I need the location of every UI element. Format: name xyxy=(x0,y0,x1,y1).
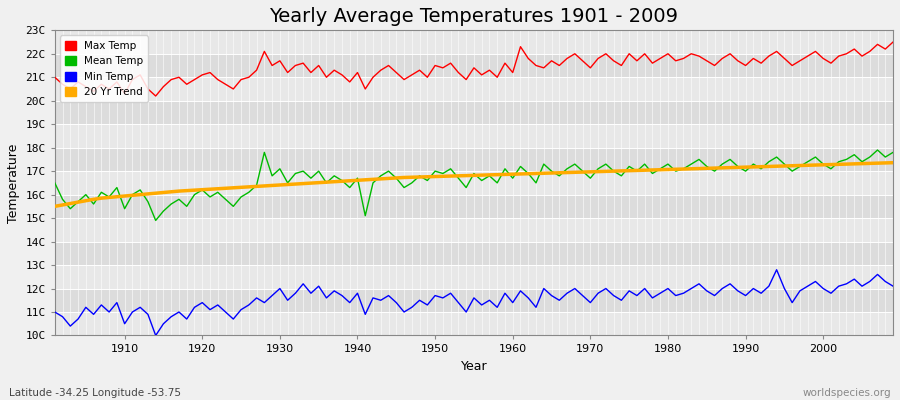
Bar xyxy=(55,218,893,242)
Bar xyxy=(55,288,893,312)
Bar xyxy=(55,77,893,101)
Bar xyxy=(55,312,893,336)
Bar xyxy=(55,265,893,288)
Y-axis label: Temperature: Temperature xyxy=(7,143,20,222)
Legend: Max Temp, Mean Temp, Min Temp, 20 Yr Trend: Max Temp, Mean Temp, Min Temp, 20 Yr Tre… xyxy=(60,36,148,102)
Bar xyxy=(55,54,893,77)
Bar xyxy=(55,148,893,171)
Bar xyxy=(55,195,893,218)
X-axis label: Year: Year xyxy=(461,360,487,373)
Title: Yearly Average Temperatures 1901 - 2009: Yearly Average Temperatures 1901 - 2009 xyxy=(269,7,679,26)
Bar xyxy=(55,171,893,195)
Bar xyxy=(55,124,893,148)
Bar xyxy=(55,101,893,124)
Bar xyxy=(55,30,893,54)
Text: worldspecies.org: worldspecies.org xyxy=(803,388,891,398)
Bar xyxy=(55,242,893,265)
Text: Latitude -34.25 Longitude -53.75: Latitude -34.25 Longitude -53.75 xyxy=(9,388,181,398)
